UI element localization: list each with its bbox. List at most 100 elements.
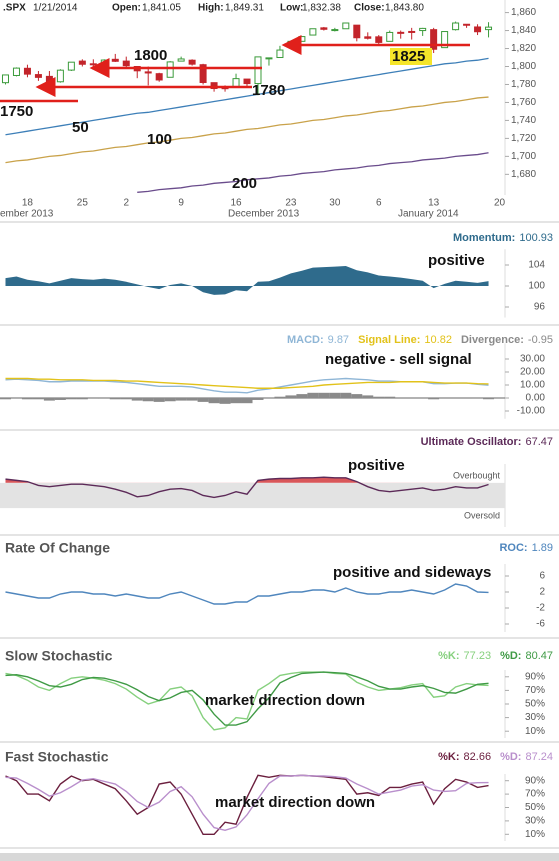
- y-tick-label: 10%: [525, 829, 545, 840]
- stat-label: Low:: [280, 3, 303, 14]
- panel-title: Slow Stochastic: [5, 648, 113, 664]
- stat-label: Close:: [354, 3, 385, 14]
- y-tick-label: 6: [539, 571, 545, 582]
- header-label: Ultimate Oscillator:: [421, 436, 522, 448]
- x-tick-label: 18: [22, 198, 34, 209]
- annotation: 1780: [252, 82, 285, 99]
- histogram-bar: [241, 398, 253, 404]
- panel-header: %K: 77.23 %D: 80.47: [438, 650, 553, 662]
- bottom-strip: [0, 853, 559, 861]
- y-tick-label: 90%: [525, 671, 545, 682]
- x-tick-label: 25: [77, 198, 89, 209]
- candle-body: [78, 60, 86, 65]
- y-tick-label: 0.00: [526, 393, 546, 404]
- panel-title: Fast Stochastic: [5, 749, 109, 765]
- candle-body: [463, 23, 471, 26]
- histogram-bar: [208, 398, 220, 404]
- candle-body: [485, 26, 493, 31]
- header-label: Divergence:: [461, 334, 524, 346]
- indicator-line: [5, 377, 489, 389]
- histogram-bar: [65, 398, 77, 400]
- candle-body: [243, 78, 251, 85]
- y-tick-label: -6: [536, 619, 545, 630]
- header-value: 10.82: [424, 334, 452, 346]
- y-tick-label: 50%: [525, 699, 545, 710]
- panel-header: Momentum: 100.93: [453, 232, 553, 244]
- candle-body: [23, 67, 31, 75]
- histogram-bar: [274, 396, 286, 398]
- candle-body: [276, 49, 284, 59]
- x-tick-label: 6: [376, 198, 382, 209]
- y-tick-label: 30%: [525, 816, 545, 827]
- annotation: 1825: [392, 48, 425, 65]
- moving-average: [5, 96, 489, 164]
- candle-body: [386, 31, 394, 42]
- x-tick-label: 23: [285, 198, 297, 209]
- histogram-bar: [307, 392, 319, 398]
- x-tick-label: 13: [428, 198, 440, 209]
- candle-body: [320, 27, 328, 30]
- candle-body: [265, 57, 273, 60]
- histogram-bar: [87, 398, 99, 399]
- candle-body: [100, 59, 108, 65]
- y-tick-label: 10.00: [520, 380, 545, 391]
- stat-value: 1,849.31: [225, 3, 264, 14]
- candle-body: [166, 61, 174, 78]
- annotation: 1800: [134, 47, 167, 64]
- histogram-bar: [351, 394, 363, 398]
- y-tick-label: 1,700: [511, 151, 536, 162]
- candle-body: [430, 29, 438, 50]
- histogram-bar: [164, 398, 176, 402]
- indicator-line: [5, 476, 489, 499]
- stat-label: High:: [198, 3, 224, 14]
- indicator-line: [5, 377, 489, 394]
- histogram-bar: [439, 398, 451, 399]
- histogram-bar: [263, 398, 275, 399]
- y-tick-label: 104: [528, 260, 545, 271]
- momentum-area: [5, 266, 489, 295]
- header-value: 80.47: [525, 650, 553, 662]
- header-label: %K:: [438, 650, 459, 662]
- header-value: 100.93: [519, 232, 553, 244]
- histogram-bar: [98, 398, 110, 399]
- candle-body: [309, 28, 317, 36]
- series-label: 100: [147, 131, 172, 148]
- header-value: 67.47: [525, 436, 553, 448]
- panel-header: %K: 82.66 %D: 87.24: [438, 751, 553, 763]
- indicator-line: [5, 583, 489, 605]
- candle-body: [353, 24, 361, 39]
- candle-body: [111, 58, 119, 62]
- histogram-bar: [186, 398, 198, 401]
- histogram-bar: [329, 392, 341, 398]
- histogram-bar: [0, 398, 11, 400]
- histogram-bar: [131, 398, 143, 401]
- annotation: 1750: [0, 103, 33, 120]
- y-tick-label: 1,720: [511, 133, 536, 144]
- histogram-bar: [285, 395, 297, 398]
- candle-body: [342, 22, 350, 30]
- candle-body: [34, 74, 42, 78]
- candle-body: [155, 73, 163, 81]
- candle-body: [122, 60, 130, 67]
- candle-body: [56, 69, 64, 83]
- histogram-bar: [428, 398, 440, 400]
- date: 1/21/2014: [33, 3, 78, 14]
- candle-body: [419, 27, 427, 32]
- x-tick-label: 9: [178, 198, 184, 209]
- candle-body: [441, 31, 449, 49]
- y-tick-label: 20.00: [520, 367, 545, 378]
- histogram-bar: [109, 398, 121, 400]
- histogram-bar: [120, 398, 132, 400]
- histogram-bar: [340, 392, 352, 398]
- annotation: positive: [428, 252, 485, 269]
- indicator-line: [5, 671, 489, 726]
- histogram-bar: [384, 396, 396, 398]
- annotation: positive and sideways: [333, 564, 491, 581]
- panel-header: MACD: 9.87 Signal Line: 10.82 Divergence: -0.…: [287, 334, 553, 346]
- y-tick-label: 1,860: [511, 7, 536, 18]
- header-value: 9.87: [328, 334, 349, 346]
- header-value: 1.89: [532, 542, 553, 554]
- candle-body: [67, 61, 75, 71]
- candle-body: [298, 36, 306, 42]
